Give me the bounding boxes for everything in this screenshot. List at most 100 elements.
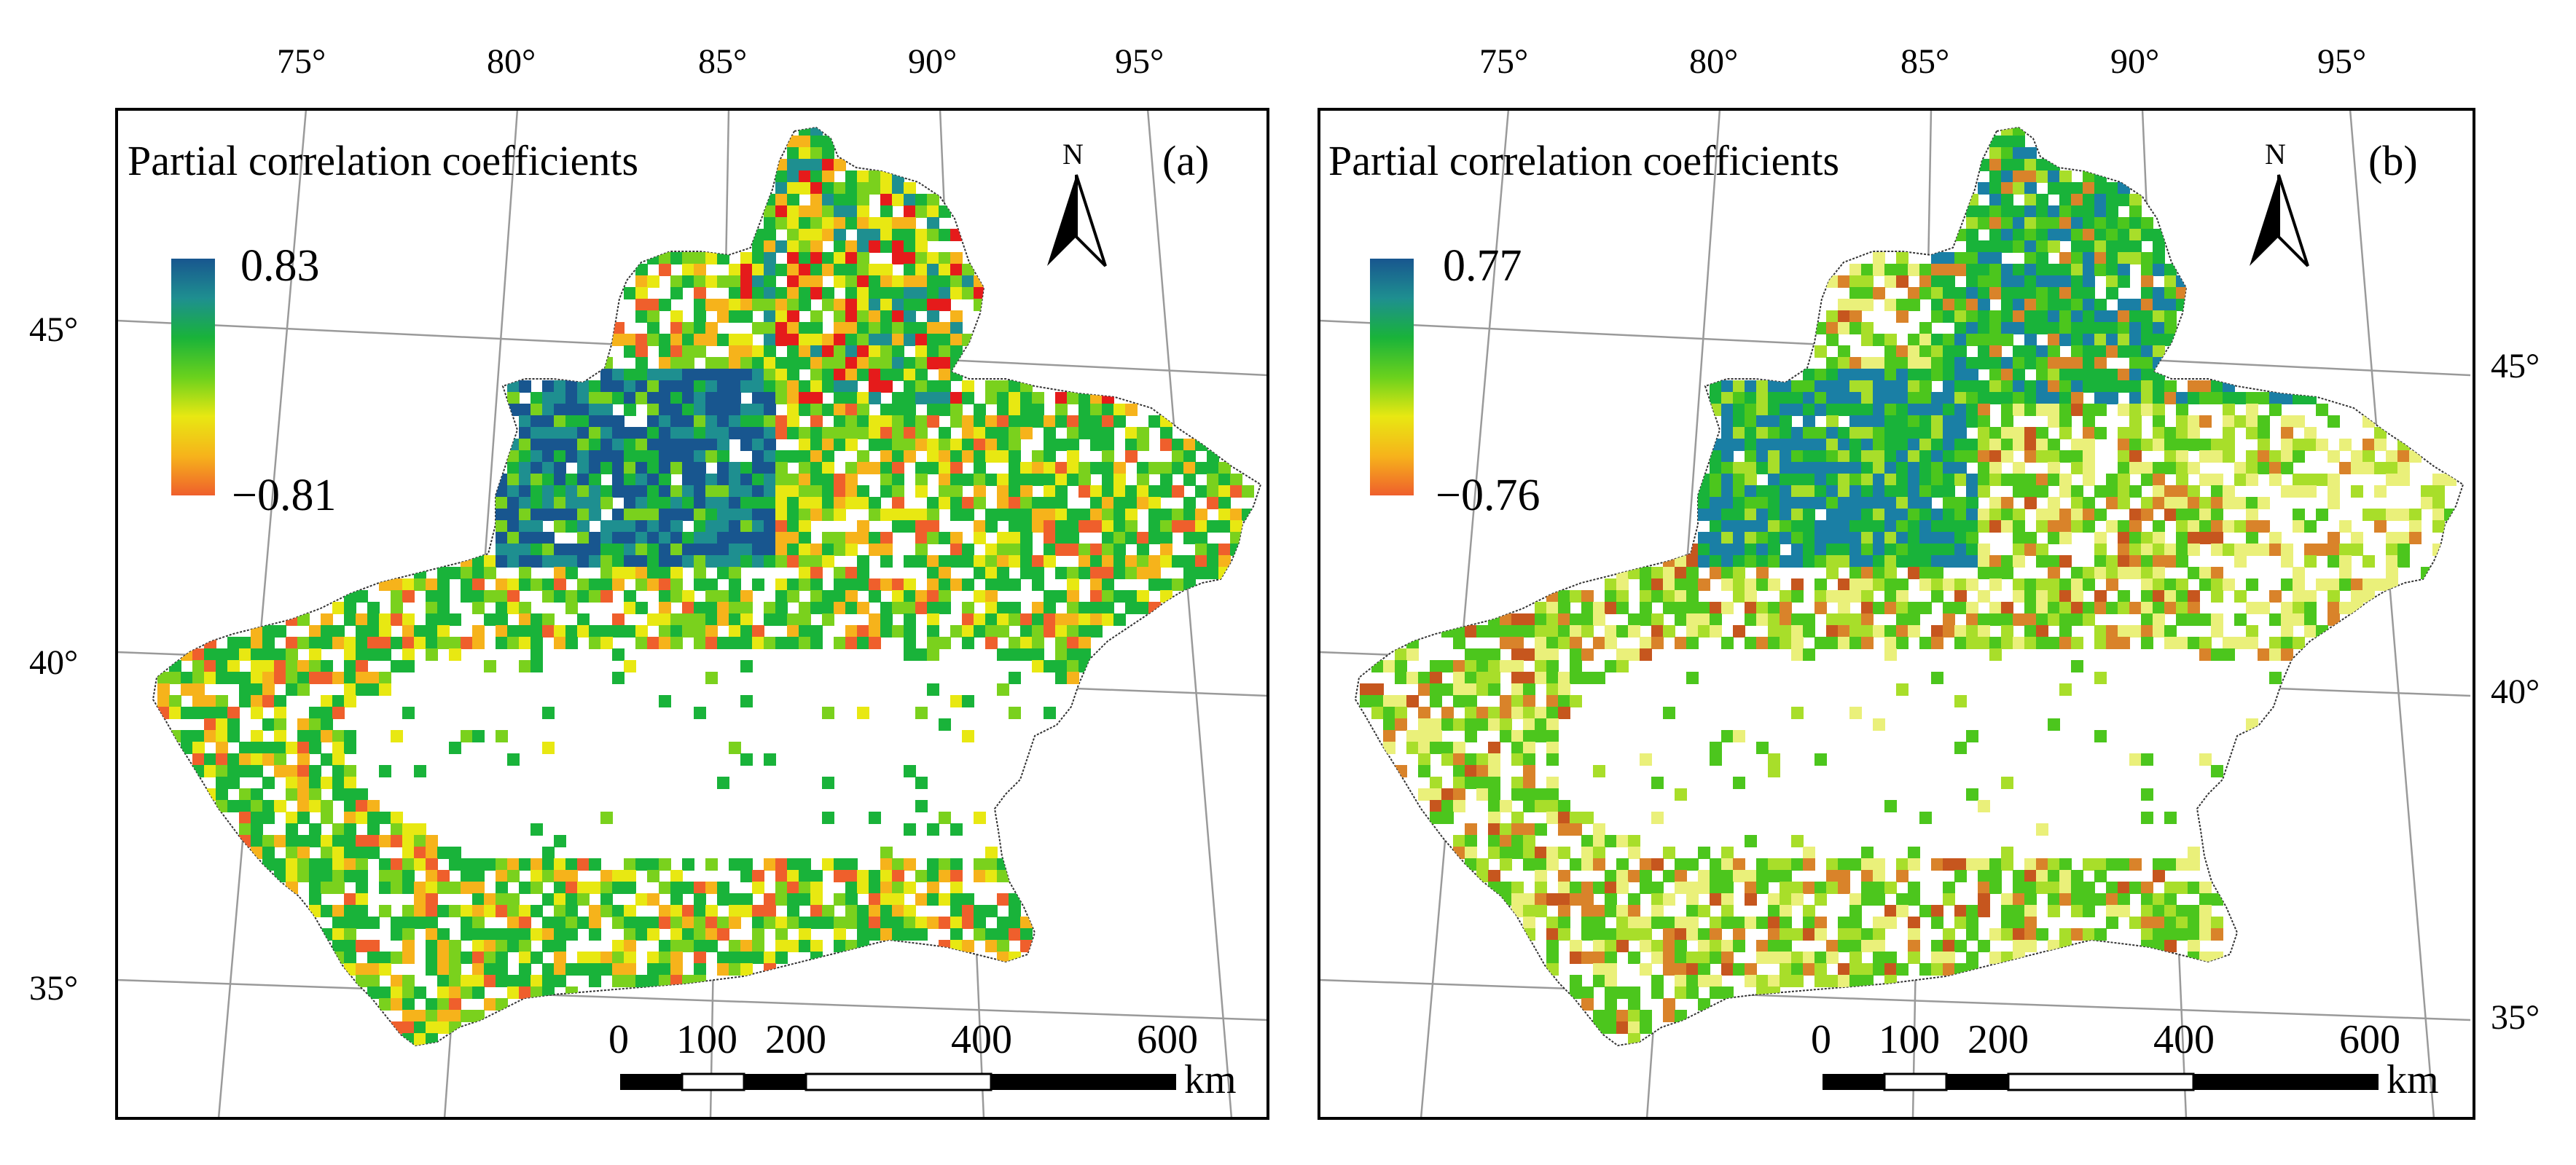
raster-cell — [461, 730, 473, 742]
raster-cell — [1055, 392, 1068, 404]
raster-cell — [1090, 485, 1103, 498]
raster-cell — [2048, 310, 2060, 323]
raster-cell — [2293, 485, 2305, 498]
raster-cell — [810, 287, 823, 299]
raster-cell — [1371, 695, 1384, 707]
raster-cell — [1989, 229, 2002, 241]
raster-cell — [670, 462, 683, 474]
raster-cell — [531, 952, 543, 964]
raster-cell — [1884, 427, 1897, 439]
raster-cell — [892, 415, 904, 428]
raster-cell — [1954, 380, 1967, 393]
raster-cell — [1663, 625, 1675, 638]
raster-cell — [1488, 777, 1500, 789]
raster-cell — [717, 567, 729, 579]
raster-cell — [810, 217, 823, 230]
raster-cell — [997, 613, 1009, 626]
raster-cell — [1628, 1021, 1640, 1034]
raster-cell — [2339, 578, 2352, 591]
raster-cell — [1814, 520, 1827, 533]
raster-cell — [531, 986, 543, 999]
raster-cell — [2071, 520, 2083, 533]
raster-cell — [927, 532, 939, 544]
raster-cell — [1137, 497, 1149, 509]
raster-cell — [2164, 392, 2177, 404]
raster-cell — [2083, 170, 2095, 183]
raster-cell — [857, 882, 869, 894]
raster-cell — [1090, 544, 1103, 556]
raster-cell — [694, 905, 706, 917]
raster-cell — [1803, 882, 1815, 894]
raster-cell — [682, 858, 694, 871]
raster-cell — [612, 450, 625, 463]
raster-cell — [869, 870, 881, 882]
raster-cell — [1476, 707, 1489, 719]
raster-cell — [2083, 905, 2095, 917]
raster-cell — [1814, 369, 1827, 381]
raster-cell — [775, 299, 788, 311]
raster-cell — [1078, 648, 1091, 661]
raster-cell — [1032, 648, 1044, 661]
raster-cell — [496, 590, 508, 603]
raster-cell — [1546, 928, 1559, 941]
raster-cell — [309, 707, 321, 719]
raster-cell — [1791, 439, 1804, 451]
raster-cell — [554, 637, 566, 649]
raster-cell — [787, 613, 799, 626]
raster-cell — [612, 462, 625, 474]
raster-cell — [2001, 613, 2013, 626]
raster-cell — [1838, 392, 1850, 404]
raster-cell — [1067, 590, 1079, 603]
raster-cell — [2013, 128, 2025, 136]
raster-cell — [1558, 812, 1570, 824]
raster-cell — [204, 788, 216, 801]
raster-cell — [612, 567, 625, 579]
lat-label-b-45: 45° — [2491, 347, 2540, 385]
raster-cell — [775, 240, 788, 253]
raster-cell — [1581, 882, 1594, 894]
raster-cell — [635, 637, 648, 649]
raster-cell — [1966, 380, 1978, 393]
raster-cell — [1710, 497, 1722, 509]
raster-cell — [1418, 765, 1430, 777]
raster-cell — [461, 578, 473, 591]
raster-cell — [309, 800, 321, 812]
raster-cell — [950, 893, 963, 906]
raster-cell — [1581, 812, 1594, 824]
raster-cell — [869, 578, 881, 591]
raster-cell — [379, 812, 391, 824]
raster-cell — [1861, 450, 1874, 463]
raster-cell — [1849, 567, 1862, 579]
raster-cell — [1814, 544, 1827, 556]
raster-cell — [2141, 357, 2153, 369]
raster-cell — [659, 940, 671, 952]
raster-cell — [950, 439, 963, 451]
raster-cell — [2036, 544, 2048, 556]
raster-cell — [297, 858, 310, 871]
raster-cell — [2036, 275, 2048, 288]
raster-cell — [1954, 532, 1967, 544]
raster-cell — [1919, 637, 1932, 649]
raster-cell — [647, 578, 659, 591]
raster-cell — [2118, 485, 2130, 498]
raster-cell — [822, 287, 834, 299]
raster-cell — [635, 427, 648, 439]
raster-cell — [915, 345, 928, 358]
raster-cell — [1078, 520, 1091, 533]
raster-cell — [2024, 497, 2037, 509]
raster-cell — [670, 310, 683, 323]
raster-cell — [297, 672, 310, 684]
raster-cell — [2118, 240, 2130, 253]
raster-cell — [892, 357, 904, 369]
raster-cell — [2211, 450, 2223, 463]
raster-cell — [752, 870, 764, 882]
raster-cell — [309, 625, 321, 638]
raster-cell — [624, 963, 636, 976]
raster-cell — [356, 683, 368, 696]
raster-cell — [2129, 753, 2142, 766]
raster-cell — [1044, 590, 1056, 603]
raster-cell — [729, 578, 741, 591]
raster-cell — [927, 625, 939, 638]
raster-cell — [1803, 427, 1815, 439]
raster-cell — [2013, 520, 2025, 533]
